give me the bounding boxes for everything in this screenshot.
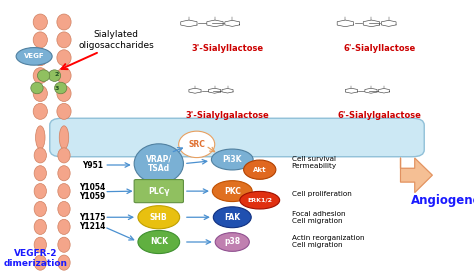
- Text: PLCγ: PLCγ: [148, 187, 170, 196]
- Ellipse shape: [58, 237, 70, 252]
- Ellipse shape: [59, 126, 69, 149]
- Text: Y1059: Y1059: [79, 192, 106, 201]
- Ellipse shape: [34, 237, 46, 252]
- Text: VRAP/
TSAd: VRAP/ TSAd: [146, 154, 172, 173]
- Text: 3'-Sialyllactose: 3'-Sialyllactose: [191, 44, 264, 53]
- Text: PKC: PKC: [224, 187, 241, 196]
- Ellipse shape: [58, 166, 70, 181]
- Text: VEGFR-2
dimerization: VEGFR-2 dimerization: [3, 249, 68, 268]
- Ellipse shape: [57, 86, 71, 101]
- Text: SHB: SHB: [150, 213, 168, 222]
- Ellipse shape: [34, 219, 46, 234]
- Text: ERK1/2: ERK1/2: [247, 198, 272, 203]
- Ellipse shape: [58, 201, 70, 216]
- Ellipse shape: [57, 68, 71, 84]
- Text: Y1175: Y1175: [79, 213, 106, 222]
- Text: Cell survival
Permeability: Cell survival Permeability: [292, 156, 337, 169]
- Ellipse shape: [211, 149, 253, 170]
- Ellipse shape: [179, 131, 215, 158]
- Ellipse shape: [57, 32, 71, 48]
- Ellipse shape: [55, 82, 67, 94]
- Text: 3: 3: [55, 86, 59, 91]
- Text: FAK: FAK: [224, 213, 240, 222]
- Ellipse shape: [34, 183, 46, 199]
- Ellipse shape: [33, 32, 47, 48]
- Ellipse shape: [57, 50, 71, 66]
- Ellipse shape: [48, 70, 61, 81]
- Text: 6'-Sialylgalactose: 6'-Sialylgalactose: [337, 111, 421, 120]
- Ellipse shape: [213, 207, 251, 228]
- Polygon shape: [401, 158, 432, 192]
- Ellipse shape: [244, 160, 276, 179]
- Ellipse shape: [58, 255, 70, 270]
- Ellipse shape: [33, 68, 47, 84]
- Text: Cell proliferation: Cell proliferation: [292, 191, 351, 197]
- Ellipse shape: [34, 166, 46, 181]
- Ellipse shape: [240, 191, 280, 209]
- Text: Angiogenesis: Angiogenesis: [411, 194, 474, 207]
- Ellipse shape: [33, 103, 47, 119]
- Ellipse shape: [34, 255, 46, 270]
- Text: Focal adhesion
Cell migration: Focal adhesion Cell migration: [292, 211, 345, 224]
- Ellipse shape: [58, 219, 70, 234]
- FancyBboxPatch shape: [50, 118, 424, 157]
- Text: VEGF: VEGF: [24, 53, 45, 59]
- Text: NCK: NCK: [150, 238, 168, 246]
- Ellipse shape: [34, 148, 46, 163]
- Text: Pi3K: Pi3K: [222, 155, 242, 164]
- Ellipse shape: [212, 181, 252, 202]
- Ellipse shape: [34, 201, 46, 216]
- Ellipse shape: [33, 50, 47, 66]
- Ellipse shape: [16, 48, 52, 65]
- Ellipse shape: [138, 230, 180, 254]
- Text: 3'-Sialylgalactose: 3'-Sialylgalactose: [186, 111, 269, 120]
- Text: 2: 2: [55, 72, 59, 77]
- Ellipse shape: [58, 148, 70, 163]
- Text: p38: p38: [224, 238, 240, 246]
- Text: Akt: Akt: [253, 167, 266, 173]
- Text: 6'-Sialyllactose: 6'-Sialyllactose: [343, 44, 415, 53]
- Ellipse shape: [215, 233, 249, 251]
- Ellipse shape: [33, 86, 47, 101]
- FancyBboxPatch shape: [134, 180, 183, 203]
- Ellipse shape: [138, 206, 180, 229]
- Ellipse shape: [37, 70, 50, 81]
- Ellipse shape: [57, 103, 71, 119]
- Text: Y1214: Y1214: [79, 222, 106, 231]
- Text: Actin reorganization
Cell migration: Actin reorganization Cell migration: [292, 235, 364, 248]
- Ellipse shape: [31, 82, 43, 94]
- Text: Y951: Y951: [82, 161, 103, 169]
- Ellipse shape: [134, 144, 183, 183]
- Text: Y1054: Y1054: [79, 183, 106, 191]
- Text: SRC: SRC: [188, 140, 205, 149]
- Ellipse shape: [58, 183, 70, 199]
- Ellipse shape: [36, 126, 45, 149]
- Text: Sialylated
oligosaccharides: Sialylated oligosaccharides: [78, 30, 154, 50]
- Ellipse shape: [33, 14, 47, 30]
- Ellipse shape: [57, 14, 71, 30]
